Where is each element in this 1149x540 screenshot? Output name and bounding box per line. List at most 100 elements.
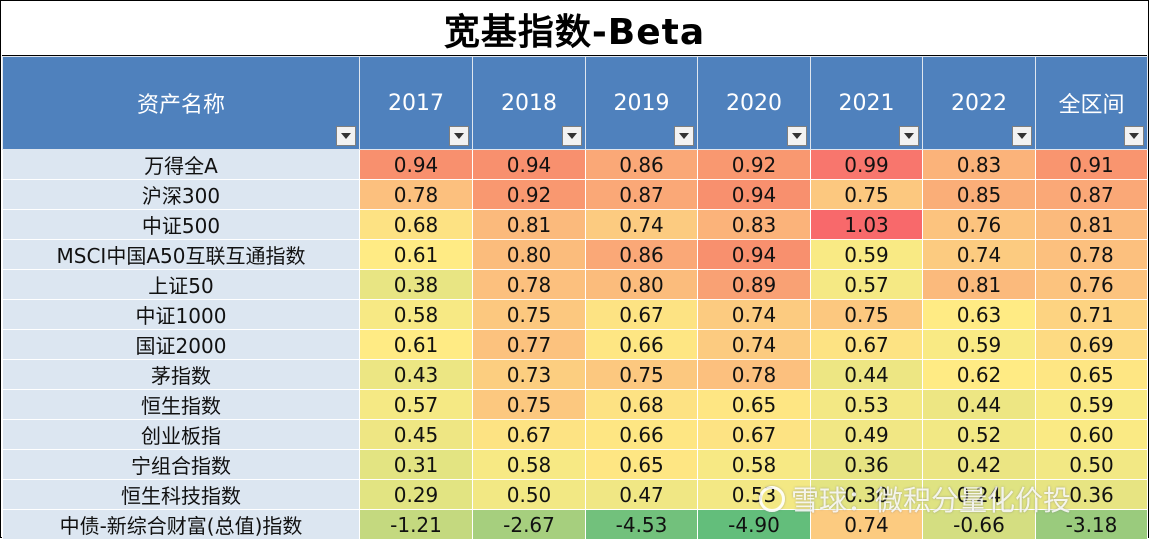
filter-dropdown-button[interactable] <box>1012 126 1032 146</box>
filter-dropdown-button[interactable] <box>787 126 807 146</box>
filter-dropdown-button[interactable] <box>1124 126 1144 146</box>
beta-value-cell[interactable]: 0.92 <box>697 149 811 180</box>
beta-value-cell[interactable]: 0.77 <box>472 329 586 360</box>
beta-value-cell[interactable]: 0.78 <box>359 179 473 210</box>
beta-value-cell[interactable]: 0.94 <box>472 149 586 180</box>
beta-value-cell[interactable]: 0.78 <box>697 359 811 390</box>
beta-value-cell[interactable]: -0.66 <box>922 509 1036 540</box>
beta-value-cell[interactable]: 0.30 <box>810 479 923 510</box>
beta-value-cell[interactable]: 0.80 <box>585 269 698 300</box>
beta-value-cell[interactable]: 0.38 <box>359 269 473 300</box>
beta-value-cell[interactable]: 0.62 <box>922 359 1036 390</box>
beta-value-cell[interactable]: -4.90 <box>697 509 811 540</box>
beta-value-cell[interactable]: 0.58 <box>697 449 811 480</box>
beta-value-cell[interactable]: 0.74 <box>922 239 1036 270</box>
beta-value-cell[interactable]: 0.99 <box>810 149 923 180</box>
beta-value-cell[interactable]: 0.44 <box>810 359 923 390</box>
asset-name-cell[interactable]: 恒生指数 <box>2 389 360 420</box>
beta-value-cell[interactable]: 0.60 <box>1035 419 1148 450</box>
beta-value-cell[interactable]: 0.73 <box>472 359 586 390</box>
beta-value-cell[interactable]: 0.58 <box>472 449 586 480</box>
beta-value-cell[interactable]: 0.68 <box>359 209 473 240</box>
filter-dropdown-button[interactable] <box>899 126 919 146</box>
beta-value-cell[interactable]: 0.42 <box>922 449 1036 480</box>
asset-name-cell[interactable]: 恒生科技指数 <box>2 479 360 510</box>
beta-value-cell[interactable]: 0.65 <box>585 449 698 480</box>
beta-value-cell[interactable]: 0.75 <box>472 299 586 330</box>
beta-value-cell[interactable]: 0.61 <box>359 239 473 270</box>
beta-value-cell[interactable]: 0.52 <box>922 419 1036 450</box>
beta-value-cell[interactable]: 0.71 <box>1035 299 1148 330</box>
beta-value-cell[interactable]: 0.36 <box>810 449 923 480</box>
beta-value-cell[interactable]: 0.66 <box>585 329 698 360</box>
beta-value-cell[interactable]: 0.85 <box>922 179 1036 210</box>
beta-value-cell[interactable]: 0.81 <box>922 269 1036 300</box>
beta-value-cell[interactable]: 0.83 <box>697 209 811 240</box>
beta-value-cell[interactable]: 0.78 <box>472 269 586 300</box>
asset-name-cell[interactable]: 沪深300 <box>2 179 360 210</box>
beta-value-cell[interactable]: 0.59 <box>1035 389 1148 420</box>
beta-value-cell[interactable]: 0.74 <box>810 509 923 540</box>
beta-value-cell[interactable]: 0.83 <box>922 149 1036 180</box>
asset-name-cell[interactable]: 茅指数 <box>2 359 360 390</box>
beta-value-cell[interactable]: 0.63 <box>922 299 1036 330</box>
beta-value-cell[interactable]: -2.67 <box>472 509 586 540</box>
beta-value-cell[interactable]: 0.24 <box>922 479 1036 510</box>
beta-value-cell[interactable]: 0.61 <box>359 329 473 360</box>
beta-value-cell[interactable]: 0.94 <box>359 149 473 180</box>
beta-value-cell[interactable]: -1.21 <box>359 509 473 540</box>
beta-value-cell[interactable]: 0.59 <box>810 239 923 270</box>
beta-value-cell[interactable]: 0.76 <box>922 209 1036 240</box>
beta-value-cell[interactable]: 0.67 <box>810 329 923 360</box>
beta-value-cell[interactable]: 0.69 <box>1035 329 1148 360</box>
asset-name-cell[interactable]: 中证500 <box>2 209 360 240</box>
beta-value-cell[interactable]: 0.87 <box>1035 179 1148 210</box>
asset-name-cell[interactable]: 创业板指 <box>2 419 360 450</box>
asset-name-cell[interactable]: 上证50 <box>2 269 360 300</box>
asset-name-cell[interactable]: 国证2000 <box>2 329 360 360</box>
beta-value-cell[interactable]: 0.44 <box>922 389 1036 420</box>
beta-value-cell[interactable]: 0.76 <box>1035 269 1148 300</box>
beta-value-cell[interactable]: 0.66 <box>585 419 698 450</box>
beta-value-cell[interactable]: 0.65 <box>1035 359 1148 390</box>
filter-dropdown-button[interactable] <box>562 126 582 146</box>
beta-value-cell[interactable]: 0.58 <box>359 299 473 330</box>
beta-value-cell[interactable]: 0.45 <box>359 419 473 450</box>
asset-name-cell[interactable]: 中证1000 <box>2 299 360 330</box>
beta-value-cell[interactable]: 0.91 <box>1035 149 1148 180</box>
beta-value-cell[interactable]: 0.75 <box>810 179 923 210</box>
asset-name-cell[interactable]: 万得全A <box>2 149 360 180</box>
beta-value-cell[interactable]: 0.89 <box>697 269 811 300</box>
beta-value-cell[interactable]: 0.94 <box>697 179 811 210</box>
beta-value-cell[interactable]: 0.36 <box>1035 479 1148 510</box>
beta-value-cell[interactable]: 0.74 <box>585 209 698 240</box>
beta-value-cell[interactable]: -3.18 <box>1035 509 1148 540</box>
beta-value-cell[interactable]: 0.92 <box>472 179 586 210</box>
beta-value-cell[interactable]: 1.03 <box>810 209 923 240</box>
beta-value-cell[interactable]: 0.29 <box>359 479 473 510</box>
beta-value-cell[interactable]: 0.50 <box>1035 449 1148 480</box>
beta-value-cell[interactable]: 0.94 <box>697 239 811 270</box>
beta-value-cell[interactable]: 0.74 <box>697 329 811 360</box>
beta-value-cell[interactable]: 0.53 <box>810 389 923 420</box>
beta-value-cell[interactable]: 0.31 <box>359 449 473 480</box>
beta-value-cell[interactable]: -4.53 <box>585 509 698 540</box>
beta-value-cell[interactable]: 0.74 <box>697 299 811 330</box>
beta-value-cell[interactable]: 0.43 <box>359 359 473 390</box>
beta-value-cell[interactable]: 0.67 <box>697 419 811 450</box>
asset-name-cell[interactable]: MSCI中国A50互联互通指数 <box>2 239 360 270</box>
beta-value-cell[interactable]: 0.67 <box>472 419 586 450</box>
asset-name-cell[interactable]: 中债-新综合财富(总值)指数 <box>2 509 360 540</box>
filter-dropdown-button[interactable] <box>336 126 356 146</box>
beta-value-cell[interactable]: 0.65 <box>697 389 811 420</box>
beta-value-cell[interactable]: 0.68 <box>585 389 698 420</box>
beta-value-cell[interactable]: 0.75 <box>810 299 923 330</box>
beta-value-cell[interactable]: 0.57 <box>359 389 473 420</box>
beta-value-cell[interactable]: 0.78 <box>1035 239 1148 270</box>
beta-value-cell[interactable]: 0.50 <box>472 479 586 510</box>
beta-value-cell[interactable]: 0.86 <box>585 149 698 180</box>
beta-value-cell[interactable]: 0.67 <box>585 299 698 330</box>
beta-value-cell[interactable]: 0.80 <box>472 239 586 270</box>
beta-value-cell[interactable]: 0.75 <box>472 389 586 420</box>
beta-value-cell[interactable]: 0.81 <box>1035 209 1148 240</box>
